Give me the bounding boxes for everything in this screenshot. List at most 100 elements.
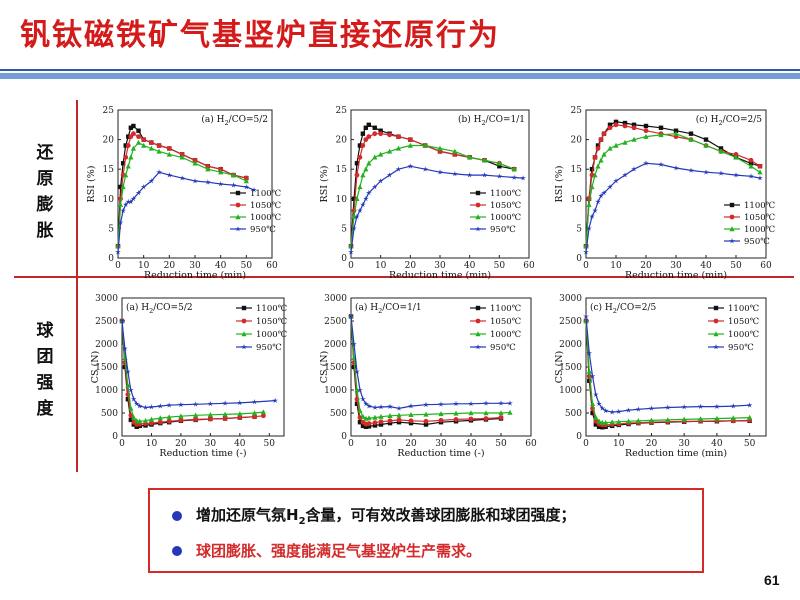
y-tick-label: 5 (576, 224, 582, 234)
x-tick-label: 60 (523, 261, 535, 271)
data-point (475, 226, 481, 232)
data-point (125, 382, 131, 388)
series-1000℃ (115, 139, 249, 249)
x-tick-label: 30 (189, 261, 201, 271)
data-point (498, 400, 504, 406)
data-point (207, 416, 213, 422)
series-1000℃ (348, 313, 513, 421)
data-point (241, 318, 247, 324)
y-axis-label: RSI (%) (319, 166, 330, 203)
data-point (179, 175, 185, 181)
data-point (243, 178, 249, 184)
legend-label: 950℃ (256, 343, 282, 353)
data-point (363, 400, 369, 407)
data-point (360, 143, 366, 148)
panel-label-text: (a) H (126, 302, 149, 313)
chart-panel-cs_b: 0 10 20 30 40 50 60 0 500 1000 1500 2000 2500 3000 Red… (319, 294, 537, 459)
data-point (595, 163, 601, 169)
legend-label: 950℃ (250, 225, 276, 235)
data-point (665, 417, 671, 423)
data-point (222, 411, 228, 417)
data-point (733, 154, 739, 160)
grid-divider-vertical (76, 100, 78, 472)
data-point (378, 151, 384, 157)
panel-label: (a) H2/CO=5/2 (201, 114, 268, 127)
data-point (713, 318, 719, 324)
chart-panel-cs_c: 0 10 20 30 40 50050010001500200025003000Reduc… (554, 294, 767, 459)
data-point (475, 331, 481, 337)
data-point (468, 410, 474, 416)
legend-label: 950℃ (728, 343, 754, 353)
panel-label-text: (b) H (458, 114, 482, 125)
data-point (260, 413, 266, 419)
data-point (408, 418, 414, 424)
data-point (407, 137, 413, 143)
data-point (601, 131, 607, 137)
x-axis-label: Reduction time (-) (159, 448, 246, 459)
data-point (354, 172, 360, 178)
data-point (589, 184, 595, 190)
data-point (235, 190, 241, 196)
data-point (586, 368, 592, 374)
data-point (230, 182, 237, 188)
series-1000℃ (583, 318, 753, 425)
data-point (498, 410, 504, 416)
series-1000℃ (583, 130, 763, 249)
data-point (148, 140, 154, 145)
y-tick-label: 0 (576, 254, 582, 264)
data-point (372, 420, 378, 426)
data-point (366, 415, 372, 421)
data-point (613, 122, 619, 128)
y-tick-label: 2000 (559, 340, 582, 350)
legend-label: 1100℃ (490, 304, 521, 314)
data-point (157, 403, 164, 409)
data-point (137, 418, 143, 424)
data-point (453, 400, 459, 407)
data-point (681, 404, 687, 410)
data-point (681, 416, 687, 422)
series-line (585, 162, 761, 253)
data-point (148, 416, 155, 422)
data-point (703, 142, 709, 148)
data-point (643, 160, 649, 166)
data-point (156, 148, 162, 154)
data-point (733, 172, 739, 178)
data-point (498, 415, 504, 420)
data-point (511, 174, 517, 180)
chart-panel-rsi_b: 0 10 20 30 40 50 60 0 5 10 15 20 25 Reduction time (m… (319, 106, 535, 281)
series-950℃ (348, 163, 526, 255)
series-1050℃ (348, 314, 504, 427)
page-title: 钒钛磁铁矿气基竖炉直接还原行为 (20, 18, 500, 53)
data-point (243, 175, 249, 181)
data-point (598, 192, 604, 199)
data-point (192, 401, 199, 407)
data-point (589, 401, 596, 406)
data-point (673, 128, 679, 133)
series-1100℃ (583, 318, 752, 430)
row-label-char: 球 (36, 321, 54, 341)
data-point (423, 401, 429, 408)
data-point (260, 409, 266, 415)
data-point (437, 169, 443, 175)
data-point (348, 243, 354, 249)
x-tick-label: 50 (495, 439, 507, 449)
data-point (635, 418, 641, 424)
series-950℃ (115, 169, 257, 255)
x-tick-label: 0 (583, 439, 589, 449)
data-point (468, 400, 474, 407)
data-point (733, 152, 739, 157)
bullet-dot (172, 545, 182, 556)
legend-label: 1050℃ (250, 201, 281, 211)
y-tick-label: 5 (341, 224, 347, 234)
data-point (357, 407, 363, 413)
data-point (748, 173, 754, 179)
data-point (520, 175, 526, 181)
panel-label: (a) H2/CO=1/1 (355, 302, 422, 315)
data-point (396, 405, 402, 411)
data-point (372, 404, 378, 410)
data-point (125, 397, 131, 402)
series-line (121, 320, 264, 422)
panel-label-text: /CO=5/2 (229, 115, 268, 125)
data-point (475, 305, 481, 311)
y-axis-label: CS (N) (90, 351, 101, 384)
